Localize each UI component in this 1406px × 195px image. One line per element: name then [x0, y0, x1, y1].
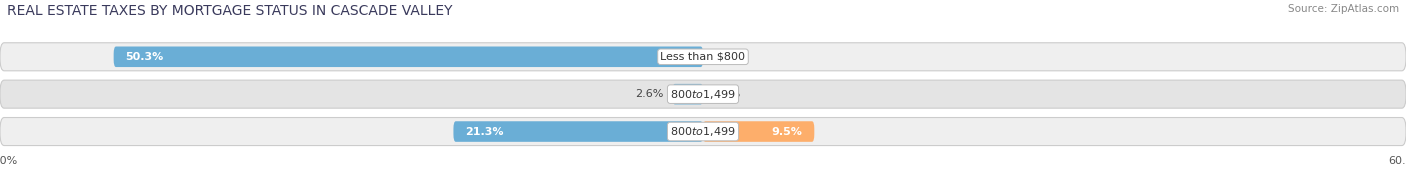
FancyBboxPatch shape	[0, 118, 1406, 145]
Text: 2.6%: 2.6%	[634, 89, 664, 99]
Text: 0.0%: 0.0%	[713, 89, 741, 99]
Text: Less than $800: Less than $800	[661, 52, 745, 62]
Text: Source: ZipAtlas.com: Source: ZipAtlas.com	[1288, 4, 1399, 14]
FancyBboxPatch shape	[114, 46, 703, 67]
Text: REAL ESTATE TAXES BY MORTGAGE STATUS IN CASCADE VALLEY: REAL ESTATE TAXES BY MORTGAGE STATUS IN …	[7, 4, 453, 18]
Text: 21.3%: 21.3%	[465, 127, 503, 136]
Text: 50.3%: 50.3%	[125, 52, 163, 62]
FancyBboxPatch shape	[672, 84, 703, 105]
Text: 9.5%: 9.5%	[772, 127, 803, 136]
Text: $800 to $1,499: $800 to $1,499	[671, 125, 735, 138]
FancyBboxPatch shape	[703, 121, 814, 142]
Text: 0.0%: 0.0%	[713, 52, 741, 62]
FancyBboxPatch shape	[453, 121, 703, 142]
FancyBboxPatch shape	[0, 43, 1406, 71]
FancyBboxPatch shape	[0, 80, 1406, 108]
Text: $800 to $1,499: $800 to $1,499	[671, 88, 735, 101]
